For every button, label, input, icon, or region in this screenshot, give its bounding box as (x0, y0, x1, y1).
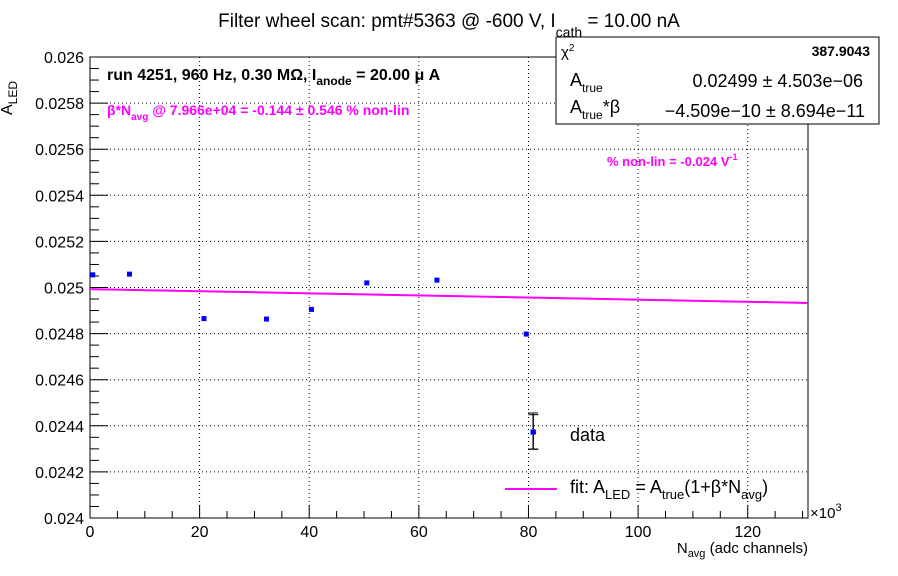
data-marker (201, 316, 207, 322)
atrue-beta-label: Atrue*β (570, 97, 620, 122)
x-tick-labels: 0 20 40 60 80 100 120 (86, 524, 762, 541)
x-tick-label: 0 (86, 524, 95, 541)
data-point (308, 306, 314, 312)
y-tick-label: 0.0246 (35, 373, 84, 390)
data-point (434, 277, 440, 283)
data-point (126, 271, 132, 277)
y-tick-labels: 0.024 0.0242 0.0244 0.0246 0.0248 0.025 0.0252… (35, 50, 84, 528)
x-tick-label: 60 (410, 524, 428, 541)
fit-line (89, 288, 809, 304)
nonlin-per-volt-text: % non-lin = -0.024 V-1 (607, 152, 737, 169)
y-tick-label: 0.0248 (35, 327, 84, 344)
chi2-label: χ2 (561, 43, 575, 61)
stats-box-frame (555, 36, 880, 125)
data-marker (364, 280, 370, 286)
data-marker (90, 272, 96, 278)
data-marker (126, 271, 132, 277)
x-tick-label: 20 (191, 524, 209, 541)
data-points (90, 271, 539, 450)
y-tick-label: 0.0256 (35, 142, 84, 159)
plot-frame (89, 56, 809, 519)
data-point (364, 280, 370, 286)
y-tick-label: 0.0252 (35, 234, 84, 251)
data-point (90, 272, 96, 278)
chi2-value: 387.9043 (812, 43, 871, 59)
data-point (523, 331, 529, 337)
x-axis-label: Navg (adc channels) (677, 540, 808, 560)
y-tick-label: 0.0254 (35, 188, 84, 205)
data-marker (308, 306, 314, 312)
axis-ticks (89, 56, 804, 519)
y-tick-label: 0.0258 (35, 96, 84, 113)
data-point (263, 316, 269, 322)
y-tick-label: 0.024 (44, 511, 84, 528)
x-tick-label: 40 (300, 524, 318, 541)
data-point (201, 316, 207, 322)
y-axis-label: ALED (0, 81, 20, 115)
x-axis-exponent: ×103 (810, 502, 842, 522)
y-tick-label: 0.0244 (35, 419, 84, 436)
grid (90, 57, 808, 518)
x-tick-label: 80 (520, 524, 538, 541)
data-marker (523, 331, 529, 337)
fit-layer (89, 288, 809, 304)
x-tick-label: 120 (734, 524, 761, 541)
y-tick-label: 0.025 (44, 281, 84, 298)
atrue-beta-value: −4.509e−10 ± 8.694e−11 (665, 101, 865, 121)
y-tick-label: 0.0242 (35, 465, 84, 482)
legend-data-marker (528, 412, 538, 450)
data-marker (434, 277, 440, 283)
atrue-label: Atrue (570, 70, 603, 95)
x-tick-label: 100 (625, 524, 652, 541)
beta-nonlin-text: β*Navg @ 7.966e+04 = -0.144 ± 0.546 % no… (107, 102, 409, 123)
atrue-value: 0.02499 ± 4.503e−06 (692, 71, 863, 91)
legend: data fit: ALED = Atrue(1+β*Navg) (505, 412, 768, 502)
run-info-text: run 4251, 960 Hz, 0.30 MΩ, Ianode = 20.0… (107, 67, 441, 88)
y-tick-label: 0.026 (44, 50, 84, 67)
legend-data-label: data (570, 425, 606, 445)
legend-fit-label: fit: ALED = Atrue(1+β*Navg) (570, 477, 768, 502)
data-marker (263, 316, 269, 322)
chart-title: Filter wheel scan: pmt#5363 @ -600 V, Ic… (218, 11, 680, 40)
fit-stats-box: χ2 387.9043 Atrue 0.02499 ± 4.503e−06 At… (555, 36, 880, 125)
